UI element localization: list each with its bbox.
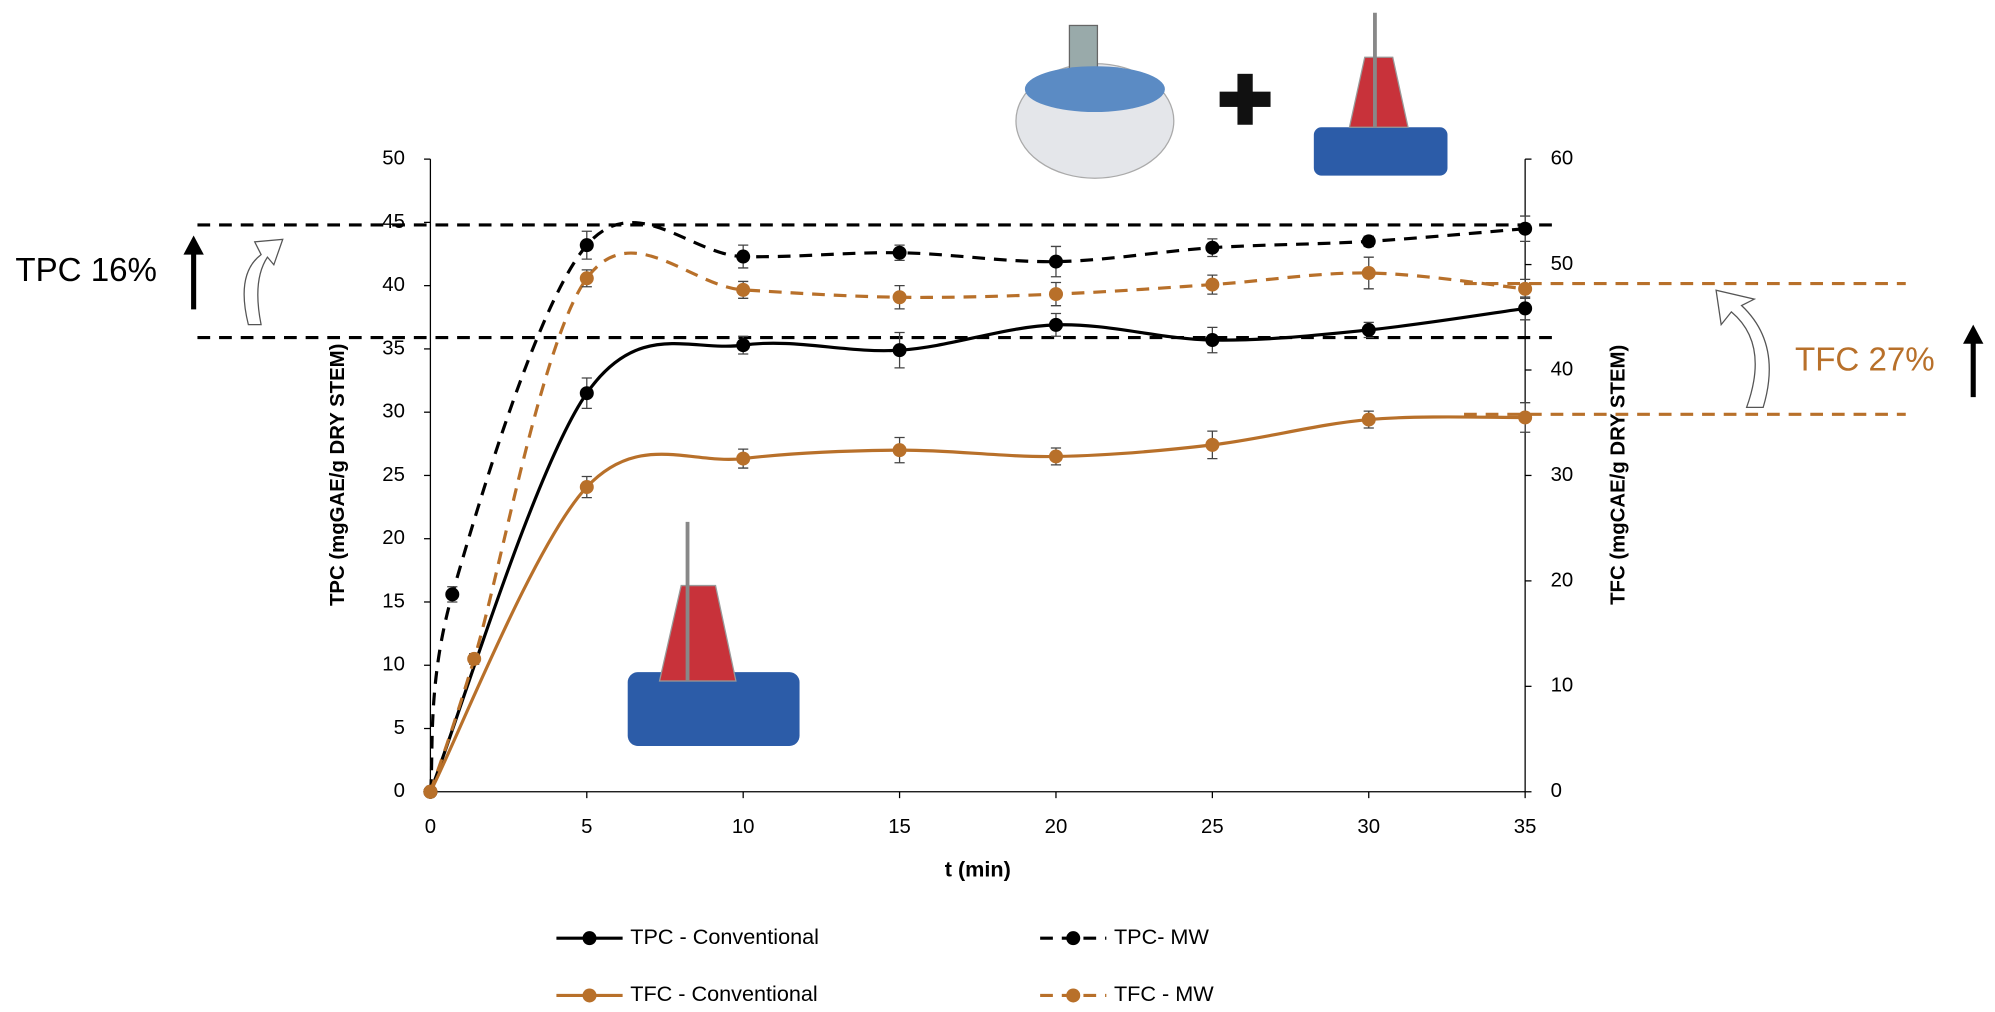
data-point xyxy=(893,246,907,260)
data-point xyxy=(736,338,750,352)
y-tick-label: 50 xyxy=(382,147,405,169)
y-tick-label: 20 xyxy=(382,527,405,549)
series-line xyxy=(430,223,1525,792)
data-point xyxy=(1518,301,1532,315)
data-point xyxy=(736,250,750,264)
data-point xyxy=(423,785,437,799)
legend-label: TFC - Conventional xyxy=(630,981,818,1006)
data-point xyxy=(1205,241,1219,255)
y-tick-label: 15 xyxy=(382,590,405,612)
annotation: TFC 27% xyxy=(1795,341,1935,378)
data-point xyxy=(580,386,594,400)
y-tick-label: 35 xyxy=(382,337,405,359)
x-tick-label: 10 xyxy=(732,816,755,838)
data-point xyxy=(1205,438,1219,452)
data-point xyxy=(580,271,594,285)
icon-plus xyxy=(1220,74,1271,125)
data-point xyxy=(893,343,907,357)
y-tick-label: 5 xyxy=(394,717,405,739)
data-point xyxy=(893,290,907,304)
data-point xyxy=(580,238,594,252)
y-tick-label: 40 xyxy=(382,274,405,296)
chart: t (min) TPC (mgGAE/g DRY STEM) TFC (mgCA… xyxy=(0,0,1995,1012)
legend-marker xyxy=(1066,931,1080,945)
x-tick-label: 5 xyxy=(581,816,592,838)
icon-ultrasound xyxy=(1016,25,1174,178)
data-point xyxy=(736,283,750,297)
data-point xyxy=(1518,282,1532,296)
series-line xyxy=(430,253,1525,792)
data-point xyxy=(1049,287,1063,301)
y2-tick-label: 30 xyxy=(1551,464,1574,486)
legend-label: TFC - MW xyxy=(1114,981,1214,1006)
x-tick-label: 0 xyxy=(425,816,436,838)
legend-marker xyxy=(583,931,597,945)
data-point xyxy=(1049,255,1063,269)
y-tick-label: 45 xyxy=(382,211,405,233)
y2-tick-label: 10 xyxy=(1551,675,1574,697)
data-point xyxy=(445,587,459,601)
data-point xyxy=(1362,234,1376,248)
data-point xyxy=(467,652,481,666)
x-tick-label: 15 xyxy=(888,816,911,838)
y-tick-label: 30 xyxy=(382,401,405,423)
y2-tick-label: 60 xyxy=(1551,147,1574,169)
legend-marker xyxy=(583,988,597,1002)
data-point xyxy=(1205,333,1219,347)
data-point xyxy=(1518,222,1532,236)
legend-label: TPC - Conventional xyxy=(630,924,819,949)
x-tick-label: 20 xyxy=(1045,816,1068,838)
data-point xyxy=(1362,413,1376,427)
legend-marker xyxy=(1066,988,1080,1002)
legend-label: TPC- MW xyxy=(1114,924,1209,949)
data-point xyxy=(580,480,594,494)
y2-tick-label: 50 xyxy=(1551,253,1574,275)
y2-tick-label: 0 xyxy=(1551,780,1562,802)
x-tick-label: 35 xyxy=(1514,816,1537,838)
icon-stirrer-top xyxy=(1314,13,1448,176)
y2-tick-label: 40 xyxy=(1551,358,1574,380)
data-point xyxy=(893,443,907,457)
data-point xyxy=(1362,323,1376,337)
x-axis-label: t (min) xyxy=(945,856,1011,881)
y-tick-label: 10 xyxy=(382,654,405,676)
series-line xyxy=(430,308,1525,791)
data-point xyxy=(1049,449,1063,463)
data-point xyxy=(1049,318,1063,332)
arrow-left xyxy=(183,235,282,324)
y2-axis-label: TFC (mgCAE/g DRY STEM) xyxy=(1608,345,1630,605)
y-tick-label: 0 xyxy=(394,780,405,802)
y-tick-label: 25 xyxy=(382,464,405,486)
y-axis-label: TPC (mgGAE/g DRY STEM) xyxy=(327,344,349,606)
data-point xyxy=(736,452,750,466)
icon-stirrer xyxy=(628,522,800,746)
annotation: TPC 16% xyxy=(15,252,157,289)
series-line xyxy=(430,417,1525,792)
data-point xyxy=(1205,278,1219,292)
data-point xyxy=(1362,266,1376,280)
data-point xyxy=(1518,410,1532,424)
x-tick-label: 25 xyxy=(1201,816,1224,838)
x-tick-label: 30 xyxy=(1357,816,1380,838)
y2-tick-label: 20 xyxy=(1551,569,1574,591)
